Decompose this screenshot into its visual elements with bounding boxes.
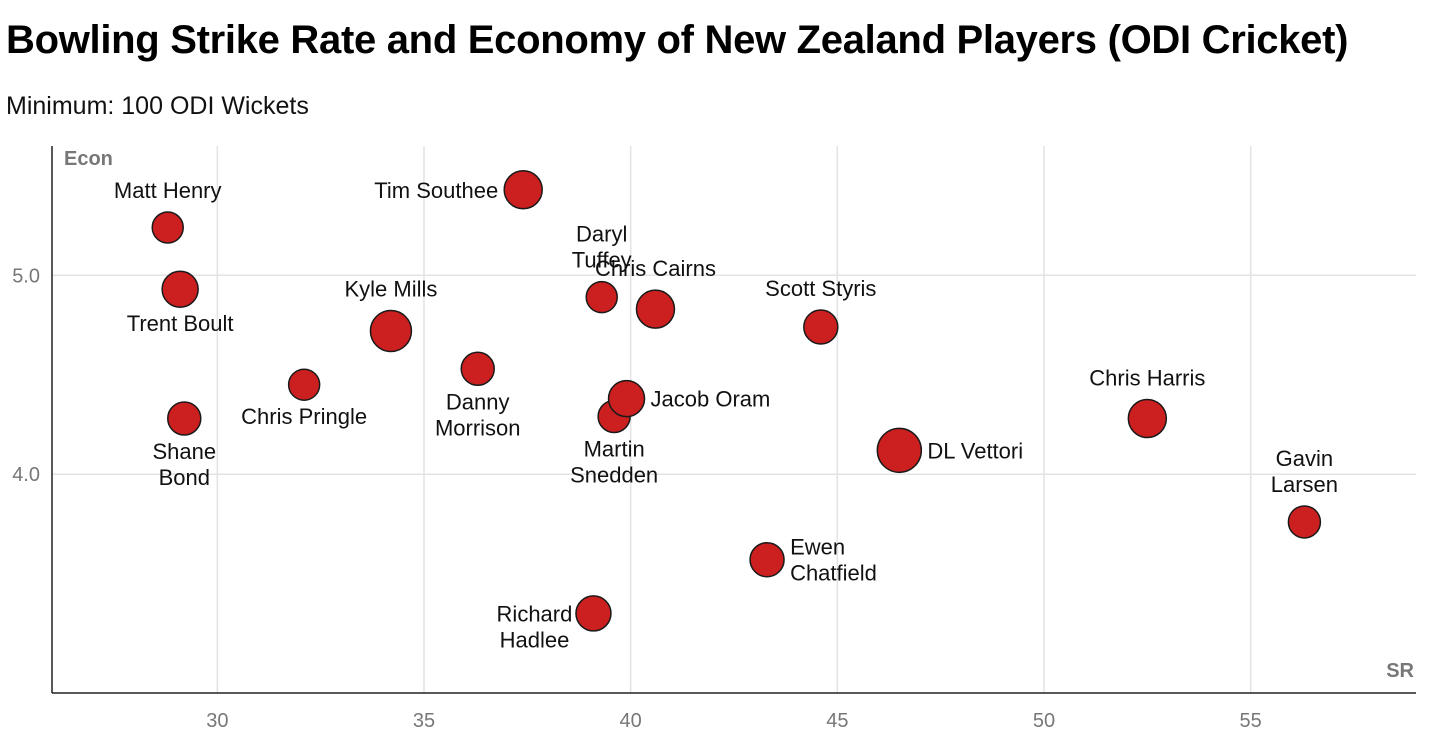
data-point bbox=[460, 351, 495, 387]
x-tick-label: 40 bbox=[620, 710, 642, 732]
x-tick-label: 30 bbox=[206, 710, 228, 732]
point-label-line: Bond bbox=[159, 465, 210, 490]
data-point bbox=[575, 595, 612, 632]
point-label-line: Snedden bbox=[570, 463, 658, 488]
point-label: Chris Harris bbox=[1089, 366, 1205, 391]
point-label: Scott Styris bbox=[765, 276, 876, 301]
point-label-line: Daryl bbox=[576, 222, 627, 247]
data-point bbox=[161, 270, 199, 308]
point-label-line: Chris Pringle bbox=[241, 404, 367, 429]
data-points bbox=[151, 170, 1322, 632]
point-label-line: Matt Henry bbox=[114, 178, 222, 203]
data-point bbox=[749, 541, 785, 578]
point-label-line: Chris Harris bbox=[1089, 366, 1205, 391]
point-label-line: Morrison bbox=[435, 415, 521, 440]
chart-subtitle: Minimum: 100 ODI Wickets bbox=[6, 92, 309, 120]
point-label: Danny Morrison bbox=[435, 389, 521, 440]
data-point bbox=[503, 170, 543, 210]
data-point bbox=[287, 368, 321, 401]
point-label-line: Hadlee bbox=[500, 627, 570, 652]
point-label-line: Trent Boult bbox=[127, 311, 234, 336]
point-label: Jacob Oram bbox=[651, 387, 771, 412]
point-label: Kyle Mills bbox=[344, 276, 437, 301]
grid bbox=[52, 146, 1416, 693]
point-label-line: Martin bbox=[584, 437, 645, 462]
x-tick-label: 35 bbox=[413, 710, 435, 732]
data-point bbox=[151, 211, 184, 244]
x-tick-label: 50 bbox=[1033, 710, 1055, 732]
point-label-line: Danny bbox=[446, 389, 510, 414]
point-label-line: Chris Cairns bbox=[595, 256, 716, 281]
point-label-line: Tuffey bbox=[572, 248, 632, 273]
x-tick-label: 55 bbox=[1240, 710, 1262, 732]
point-label-line: Ewen bbox=[790, 535, 845, 560]
y-tick-label: 4.0 bbox=[12, 464, 40, 486]
point-labels: Matt Henry Trent Boult Shane Bond Chris Prin… bbox=[114, 178, 1338, 653]
data-point bbox=[369, 309, 413, 353]
point-label-line: Tim Southee bbox=[374, 178, 498, 203]
point-label: Chris Cairns bbox=[595, 256, 716, 281]
point-label-line: Chatfield bbox=[790, 561, 877, 586]
data-point bbox=[167, 401, 202, 436]
point-label: Martin Snedden bbox=[570, 437, 658, 488]
axes: 30 35 40 45 50 55 4.0 5.0 Econ SR bbox=[12, 146, 1416, 732]
point-label: Shane Bond bbox=[152, 439, 216, 490]
point-label: Tim Southee bbox=[374, 178, 498, 203]
y-tick-label: 5.0 bbox=[12, 265, 40, 287]
point-label: DL Vettori bbox=[927, 438, 1023, 463]
data-point bbox=[803, 309, 839, 345]
point-label: Gavin Larsen bbox=[1271, 446, 1338, 497]
point-label-line: Larsen bbox=[1271, 472, 1338, 497]
point-label: Daryl Tuffey bbox=[572, 222, 632, 273]
data-point bbox=[607, 379, 646, 418]
point-label-line: Gavin bbox=[1276, 446, 1333, 471]
point-label-line: DL Vettori bbox=[927, 438, 1023, 463]
point-label-line: Kyle Mills bbox=[344, 276, 437, 301]
point-label-line: Scott Styris bbox=[765, 276, 876, 301]
point-label: Chris Pringle bbox=[241, 404, 367, 429]
point-label: Richard Hadlee bbox=[497, 601, 573, 652]
x-axis-title: SR bbox=[1386, 660, 1414, 682]
chart-title: Bowling Strike Rate and Economy of New Z… bbox=[6, 18, 1349, 62]
x-tick-label: 45 bbox=[826, 710, 848, 732]
data-point bbox=[1127, 398, 1168, 439]
y-axis-title: Econ bbox=[64, 148, 113, 170]
point-label-line: Shane bbox=[152, 439, 216, 464]
point-label-line: Jacob Oram bbox=[651, 387, 771, 412]
point-label: Matt Henry bbox=[114, 178, 222, 203]
point-label-line: Richard bbox=[497, 601, 573, 626]
data-point bbox=[635, 289, 676, 329]
data-point bbox=[585, 280, 618, 314]
data-point bbox=[1287, 505, 1322, 539]
point-label: Trent Boult bbox=[127, 311, 234, 336]
data-point bbox=[876, 427, 923, 474]
point-label: Ewen Chatfield bbox=[790, 535, 877, 586]
